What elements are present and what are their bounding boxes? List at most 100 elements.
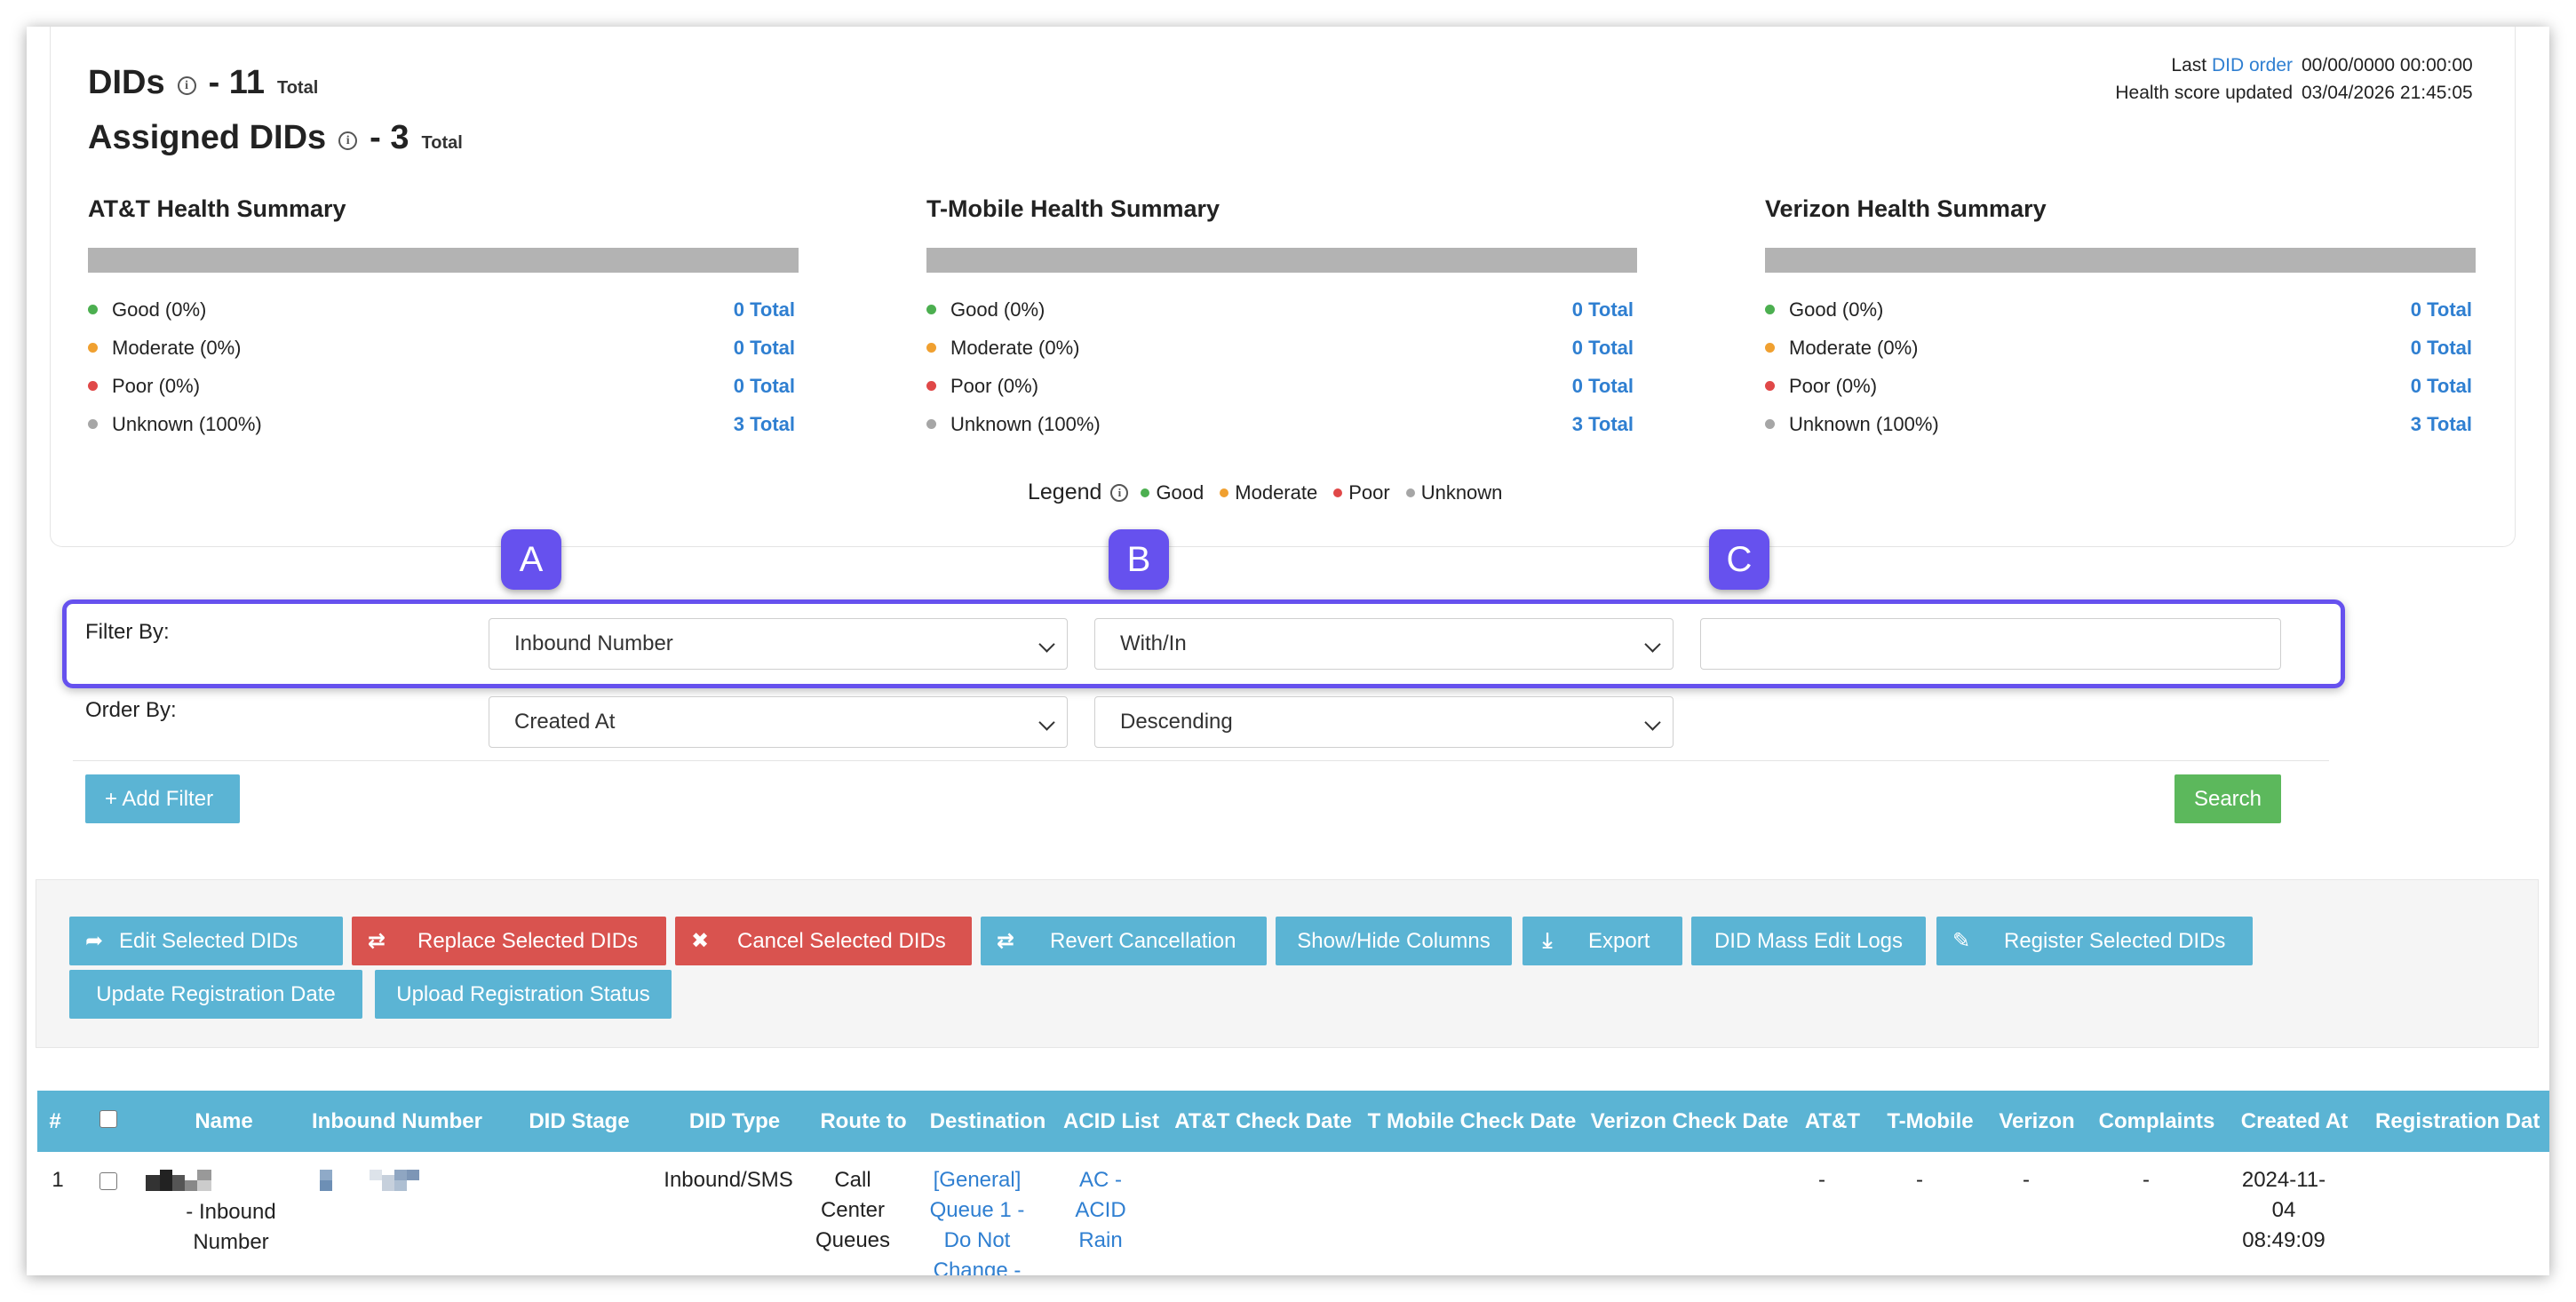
summary-row-poor: Poor (0%) 0 Total — [926, 367, 1637, 405]
assigned-count: - 3 — [370, 119, 409, 156]
col-header-did-stage[interactable]: DID Stage — [529, 1109, 630, 1133]
col-header-created-at[interactable]: Created At — [2240, 1109, 2349, 1133]
last-order-row: Last DID order 00/00/0000 00:00:00 — [2115, 52, 2479, 79]
info-icon[interactable]: i — [338, 131, 358, 150]
info-icon[interactable]: i — [177, 76, 196, 95]
col-header-name[interactable]: Name — [195, 1109, 253, 1133]
summary-title: AT&T Health Summary — [88, 195, 346, 222]
filter-operator-select[interactable]: With/In — [1094, 618, 1674, 670]
show-hide-columns-button[interactable]: Show/Hide Columns — [1276, 917, 1512, 965]
col-header-destination[interactable]: Destination — [929, 1109, 1046, 1133]
row-total-link[interactable]: 0 Total — [733, 374, 795, 397]
summary-row-unknown: Unknown (100%) 3 Total — [926, 405, 1637, 443]
col-header-complaints[interactable]: Complaints — [2098, 1109, 2215, 1133]
button-label: Replace Selected DIDs — [417, 928, 639, 953]
row-acid-link[interactable]: Rain — [1078, 1228, 1123, 1252]
col-header-number: # — [49, 1109, 61, 1133]
row-total-link[interactable]: 0 Total — [2410, 298, 2472, 321]
summary-title: T-Mobile Health Summary — [926, 195, 1220, 222]
summary-row-poor: Poor (0%) 0 Total — [1765, 367, 2476, 405]
row-name-line1: - Inbound — [186, 1200, 276, 1224]
summary-row-unknown: Unknown (100%) 3 Total — [1765, 405, 2476, 443]
redacted-number-image — [320, 1168, 435, 1197]
row-total-link[interactable]: 0 Total — [733, 298, 795, 321]
good-dot-icon — [88, 305, 98, 314]
filter-field-value: Inbound Number — [514, 631, 673, 655]
col-header-inbound-number[interactable]: Inbound Number — [312, 1109, 482, 1133]
row-verizon-status: - — [2023, 1168, 2030, 1192]
col-header-did-type[interactable]: DID Type — [688, 1109, 781, 1133]
register-selected-dids-button[interactable]: ✎ Register Selected DIDs — [1936, 917, 2253, 965]
upload-registration-status-button[interactable]: Upload Registration Status — [375, 970, 672, 1019]
legend-item-unknown: Unknown — [1405, 481, 1502, 504]
row-total-link[interactable]: 3 Total — [733, 412, 795, 435]
summary-row-good: Good (0%) 0 Total — [88, 290, 799, 329]
did-order-link[interactable]: DID order — [2211, 55, 2293, 75]
search-button[interactable]: Search — [2174, 774, 2281, 823]
col-header-tmobile-check-date[interactable]: T Mobile Check Date — [1367, 1109, 1577, 1133]
summary-row-unknown: Unknown (100%) 3 Total — [88, 405, 799, 443]
row-total-link[interactable]: 3 Total — [1571, 412, 1634, 435]
row-total-link[interactable]: 0 Total — [733, 336, 795, 359]
col-header-att[interactable]: AT&T — [1804, 1109, 1861, 1133]
row-label: Unknown (100%) — [112, 412, 262, 435]
revert-cancellation-button[interactable]: ⇄ Revert Cancellation — [981, 917, 1267, 965]
order-direction-select[interactable]: Descending — [1094, 696, 1674, 748]
legend-item-moderate: Moderate — [1220, 481, 1317, 504]
replace-selected-dids-button[interactable]: ⇄ Replace Selected DIDs — [352, 917, 666, 965]
filter-by-label: Filter By: — [85, 620, 170, 644]
order-field-select[interactable]: Created At — [489, 696, 1068, 748]
col-header-acid-list[interactable]: ACID List — [1063, 1109, 1159, 1133]
col-header-att-check-date[interactable]: AT&T Check Date — [1174, 1109, 1352, 1133]
export-button[interactable]: ⤓ Export — [1523, 917, 1682, 965]
summary-row-good: Good (0%) 0 Total — [926, 290, 1637, 329]
row-destination-link[interactable]: Queue 1 - — [929, 1198, 1025, 1222]
col-header-route-to[interactable]: Route to — [820, 1109, 907, 1133]
summary-row-moderate: Moderate (0%) 0 Total — [88, 329, 799, 367]
att-health-summary: AT&T Health Summary Good (0%) 0 Total Mod… — [88, 195, 799, 443]
unknown-dot-icon — [1405, 488, 1415, 497]
row-acid-link[interactable]: AC - — [1079, 1168, 1122, 1192]
add-filter-button[interactable]: + Add Filter — [85, 774, 240, 823]
row-acid-link[interactable]: ACID — [1075, 1198, 1126, 1222]
divider — [73, 760, 2329, 761]
row-checkbox[interactable] — [99, 1172, 117, 1190]
row-label: Unknown (100%) — [950, 412, 1101, 435]
row-number: 1 — [52, 1168, 64, 1192]
cancel-selected-dids-button[interactable]: ✖ Cancel Selected DIDs — [675, 917, 972, 965]
row-total-link[interactable]: 0 Total — [2410, 374, 2472, 397]
row-destination-link[interactable]: Do Not — [943, 1228, 1011, 1252]
col-header-verizon-check-date[interactable]: Verizon Check Date — [1590, 1109, 1789, 1133]
info-icon[interactable]: i — [1110, 483, 1129, 502]
annotation-badge-c: C — [1709, 529, 1769, 590]
button-label: Revert Cancellation — [1050, 928, 1236, 953]
edit-selected-dids-button[interactable]: ➦ Edit Selected DIDs — [69, 917, 343, 965]
col-header-registration-date[interactable]: Registration Dat — [2375, 1109, 2540, 1133]
row-destination-link[interactable]: Change - — [933, 1258, 1022, 1275]
health-summary-card: DIDs i - 11 Total Assigned DIDs i - 3 To… — [50, 27, 2516, 547]
health-legend: Legend i Good Moderate Poor Unknown — [1028, 480, 1518, 505]
row-total-link[interactable]: 3 Total — [2410, 412, 2472, 435]
legend-label: Good — [1156, 480, 1205, 504]
did-mass-edit-logs-button[interactable]: DID Mass Edit Logs — [1691, 917, 1926, 965]
moderate-dot-icon — [926, 343, 936, 353]
col-header-verizon[interactable]: Verizon — [1999, 1109, 2075, 1133]
row-created-at-line2: 04 — [2271, 1198, 2296, 1222]
summary-row-moderate: Moderate (0%) 0 Total — [1765, 329, 2476, 367]
row-total-link[interactable]: 0 Total — [2410, 336, 2472, 359]
legend-title: Legend — [1028, 480, 1102, 504]
moderate-dot-icon — [1220, 488, 1229, 497]
select-all-checkbox[interactable] — [99, 1110, 117, 1128]
row-total-link[interactable]: 0 Total — [1571, 298, 1634, 321]
row-total-link[interactable]: 0 Total — [1571, 336, 1634, 359]
annotation-badge-a: A — [501, 529, 561, 590]
row-total-link[interactable]: 0 Total — [1571, 374, 1634, 397]
filter-value-input[interactable] — [1700, 618, 2281, 670]
row-destination-link[interactable]: [General] — [933, 1168, 1022, 1192]
update-registration-date-button[interactable]: Update Registration Date — [69, 970, 362, 1019]
filter-field-select[interactable]: Inbound Number — [489, 618, 1068, 670]
moderate-dot-icon — [88, 343, 98, 353]
col-header-tmobile[interactable]: T-Mobile — [1887, 1109, 1974, 1133]
button-label: Export — [1588, 928, 1650, 953]
row-label: Good (0%) — [1789, 298, 1884, 321]
